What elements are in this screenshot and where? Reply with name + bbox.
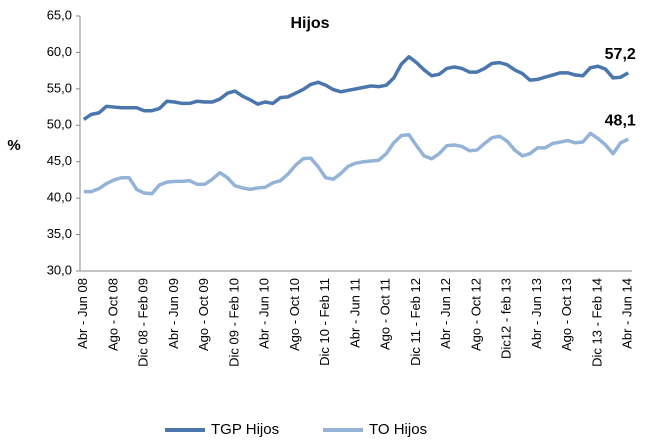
- x-tick-label: Dic 13 - Feb 14: [589, 278, 604, 367]
- x-tick-label: Ago - Oct 11: [378, 278, 393, 350]
- y-tick-label: 50,0: [47, 117, 72, 132]
- y-tick-label: 35,0: [47, 226, 72, 241]
- x-tick-label: Abr - Jun 11: [347, 278, 362, 348]
- x-tick-label: Dic 10 - Feb 11: [317, 278, 332, 366]
- series-line: [82, 55, 630, 121]
- y-tick-label: 40,0: [47, 190, 72, 205]
- y-tick-label: 65,0: [47, 7, 72, 22]
- chart-title: Hijos: [290, 15, 329, 32]
- x-tick-label: Dic 08 - Feb 09: [136, 278, 151, 367]
- x-tick-label: Ago - Oct 09: [196, 278, 211, 351]
- x-tick-label: Ago - Oct 10: [287, 278, 302, 351]
- y-axis-label: %: [7, 137, 20, 154]
- x-tick-label: Dic12 - feb 13: [499, 278, 514, 359]
- x-tick-label: Ago - Oct 12: [468, 278, 483, 351]
- legend-label: TO Hijos: [369, 421, 427, 438]
- x-tick-label: Abr - Jun 12: [438, 278, 453, 349]
- value-label: 48,1: [605, 112, 636, 129]
- x-tick-label: Ago - Oct 08: [105, 278, 120, 351]
- x-tick-label: Abr - Jun 08: [75, 278, 90, 349]
- y-tick-label: 55,0: [47, 80, 72, 95]
- y-tick-label: 60,0: [47, 44, 72, 59]
- x-tick-label: Abr - Jun 09: [166, 278, 181, 349]
- series-line: [83, 131, 629, 196]
- x-tick-label: Ago - Oct 13: [559, 278, 574, 351]
- value-label: 57,2: [605, 46, 636, 63]
- y-tick-label: 30,0: [47, 262, 72, 277]
- legend-label: TGP Hijos: [211, 421, 279, 438]
- x-tick-label: Abr - Jun 13: [529, 278, 544, 349]
- x-tick-label: Abr - Jun 10: [257, 278, 272, 349]
- x-tick-label: Dic 11 - Feb 12: [408, 278, 423, 366]
- x-tick-label: Dic 09 - Feb 10: [226, 278, 241, 367]
- x-tick-label: Abr - Jun 14: [620, 278, 635, 349]
- y-tick-label: 45,0: [47, 153, 72, 168]
